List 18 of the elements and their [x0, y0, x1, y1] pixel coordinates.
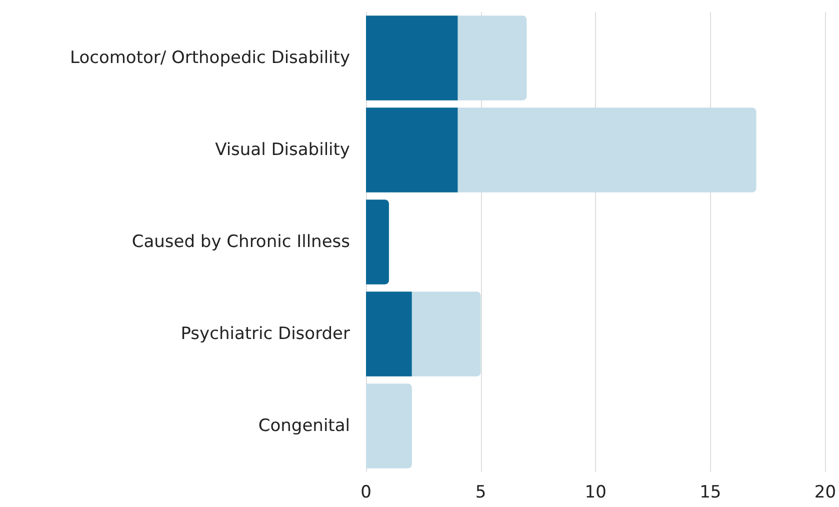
bar	[366, 384, 412, 468]
bar	[458, 108, 756, 192]
bar	[412, 292, 481, 376]
x-tick-label: 10	[584, 482, 606, 502]
y-tick-label: Psychiatric Disorder	[180, 324, 350, 344]
bar	[366, 16, 458, 100]
y-tick-label: Locomotor/ Orthopedic Disability	[70, 48, 350, 68]
y-tick-label: Congenital	[258, 416, 350, 436]
y-tick-label: Caused by Chronic Illness	[132, 232, 350, 252]
y-tick-label: Visual Disability	[215, 140, 350, 160]
x-tick-label: 0	[360, 482, 372, 502]
bar	[458, 16, 527, 100]
bar	[366, 292, 412, 376]
bar	[366, 200, 389, 284]
bar	[366, 108, 458, 192]
x-tick-label: 20	[814, 482, 836, 502]
x-tick-label: 5	[475, 482, 486, 502]
x-tick-label: 15	[700, 482, 722, 502]
